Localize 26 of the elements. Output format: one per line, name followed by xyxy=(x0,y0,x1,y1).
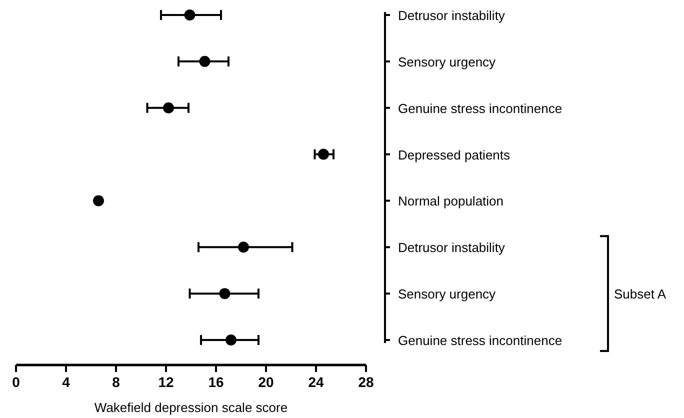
point xyxy=(238,242,249,253)
x-tick-label: 28 xyxy=(358,374,374,390)
y-tick-label: Sensory urgency xyxy=(398,54,496,70)
point xyxy=(318,148,329,160)
point xyxy=(163,102,174,114)
y-tick-label: Depressed patients xyxy=(398,147,511,162)
y-tick-label: Sensory urgency xyxy=(398,286,496,302)
point xyxy=(226,334,236,346)
x-tick-label: 20 xyxy=(258,374,274,390)
x-axis-title: Wakefield depression scale score xyxy=(94,400,288,415)
y-tick-label: Genuine stress incontinence xyxy=(398,100,562,116)
y-tick-label: Detrusor instability xyxy=(398,240,506,256)
x-tick-label: 4 xyxy=(62,374,70,390)
x-tick-label: 12 xyxy=(158,374,174,390)
y-tick-label: Normal population xyxy=(398,194,504,209)
y-tick-label: Detrusor instability xyxy=(398,8,506,23)
point xyxy=(184,10,196,20)
y-tick-label: Genuine stress incontinence xyxy=(398,333,562,348)
x-tick-label: 24 xyxy=(308,374,324,390)
point xyxy=(199,56,210,67)
x-tick-label: 8 xyxy=(112,374,120,390)
point xyxy=(93,195,104,206)
x-tick-label: 0 xyxy=(12,374,20,390)
x-tick-label: 16 xyxy=(208,374,224,390)
text: Subset A xyxy=(614,286,666,302)
point xyxy=(219,288,230,300)
